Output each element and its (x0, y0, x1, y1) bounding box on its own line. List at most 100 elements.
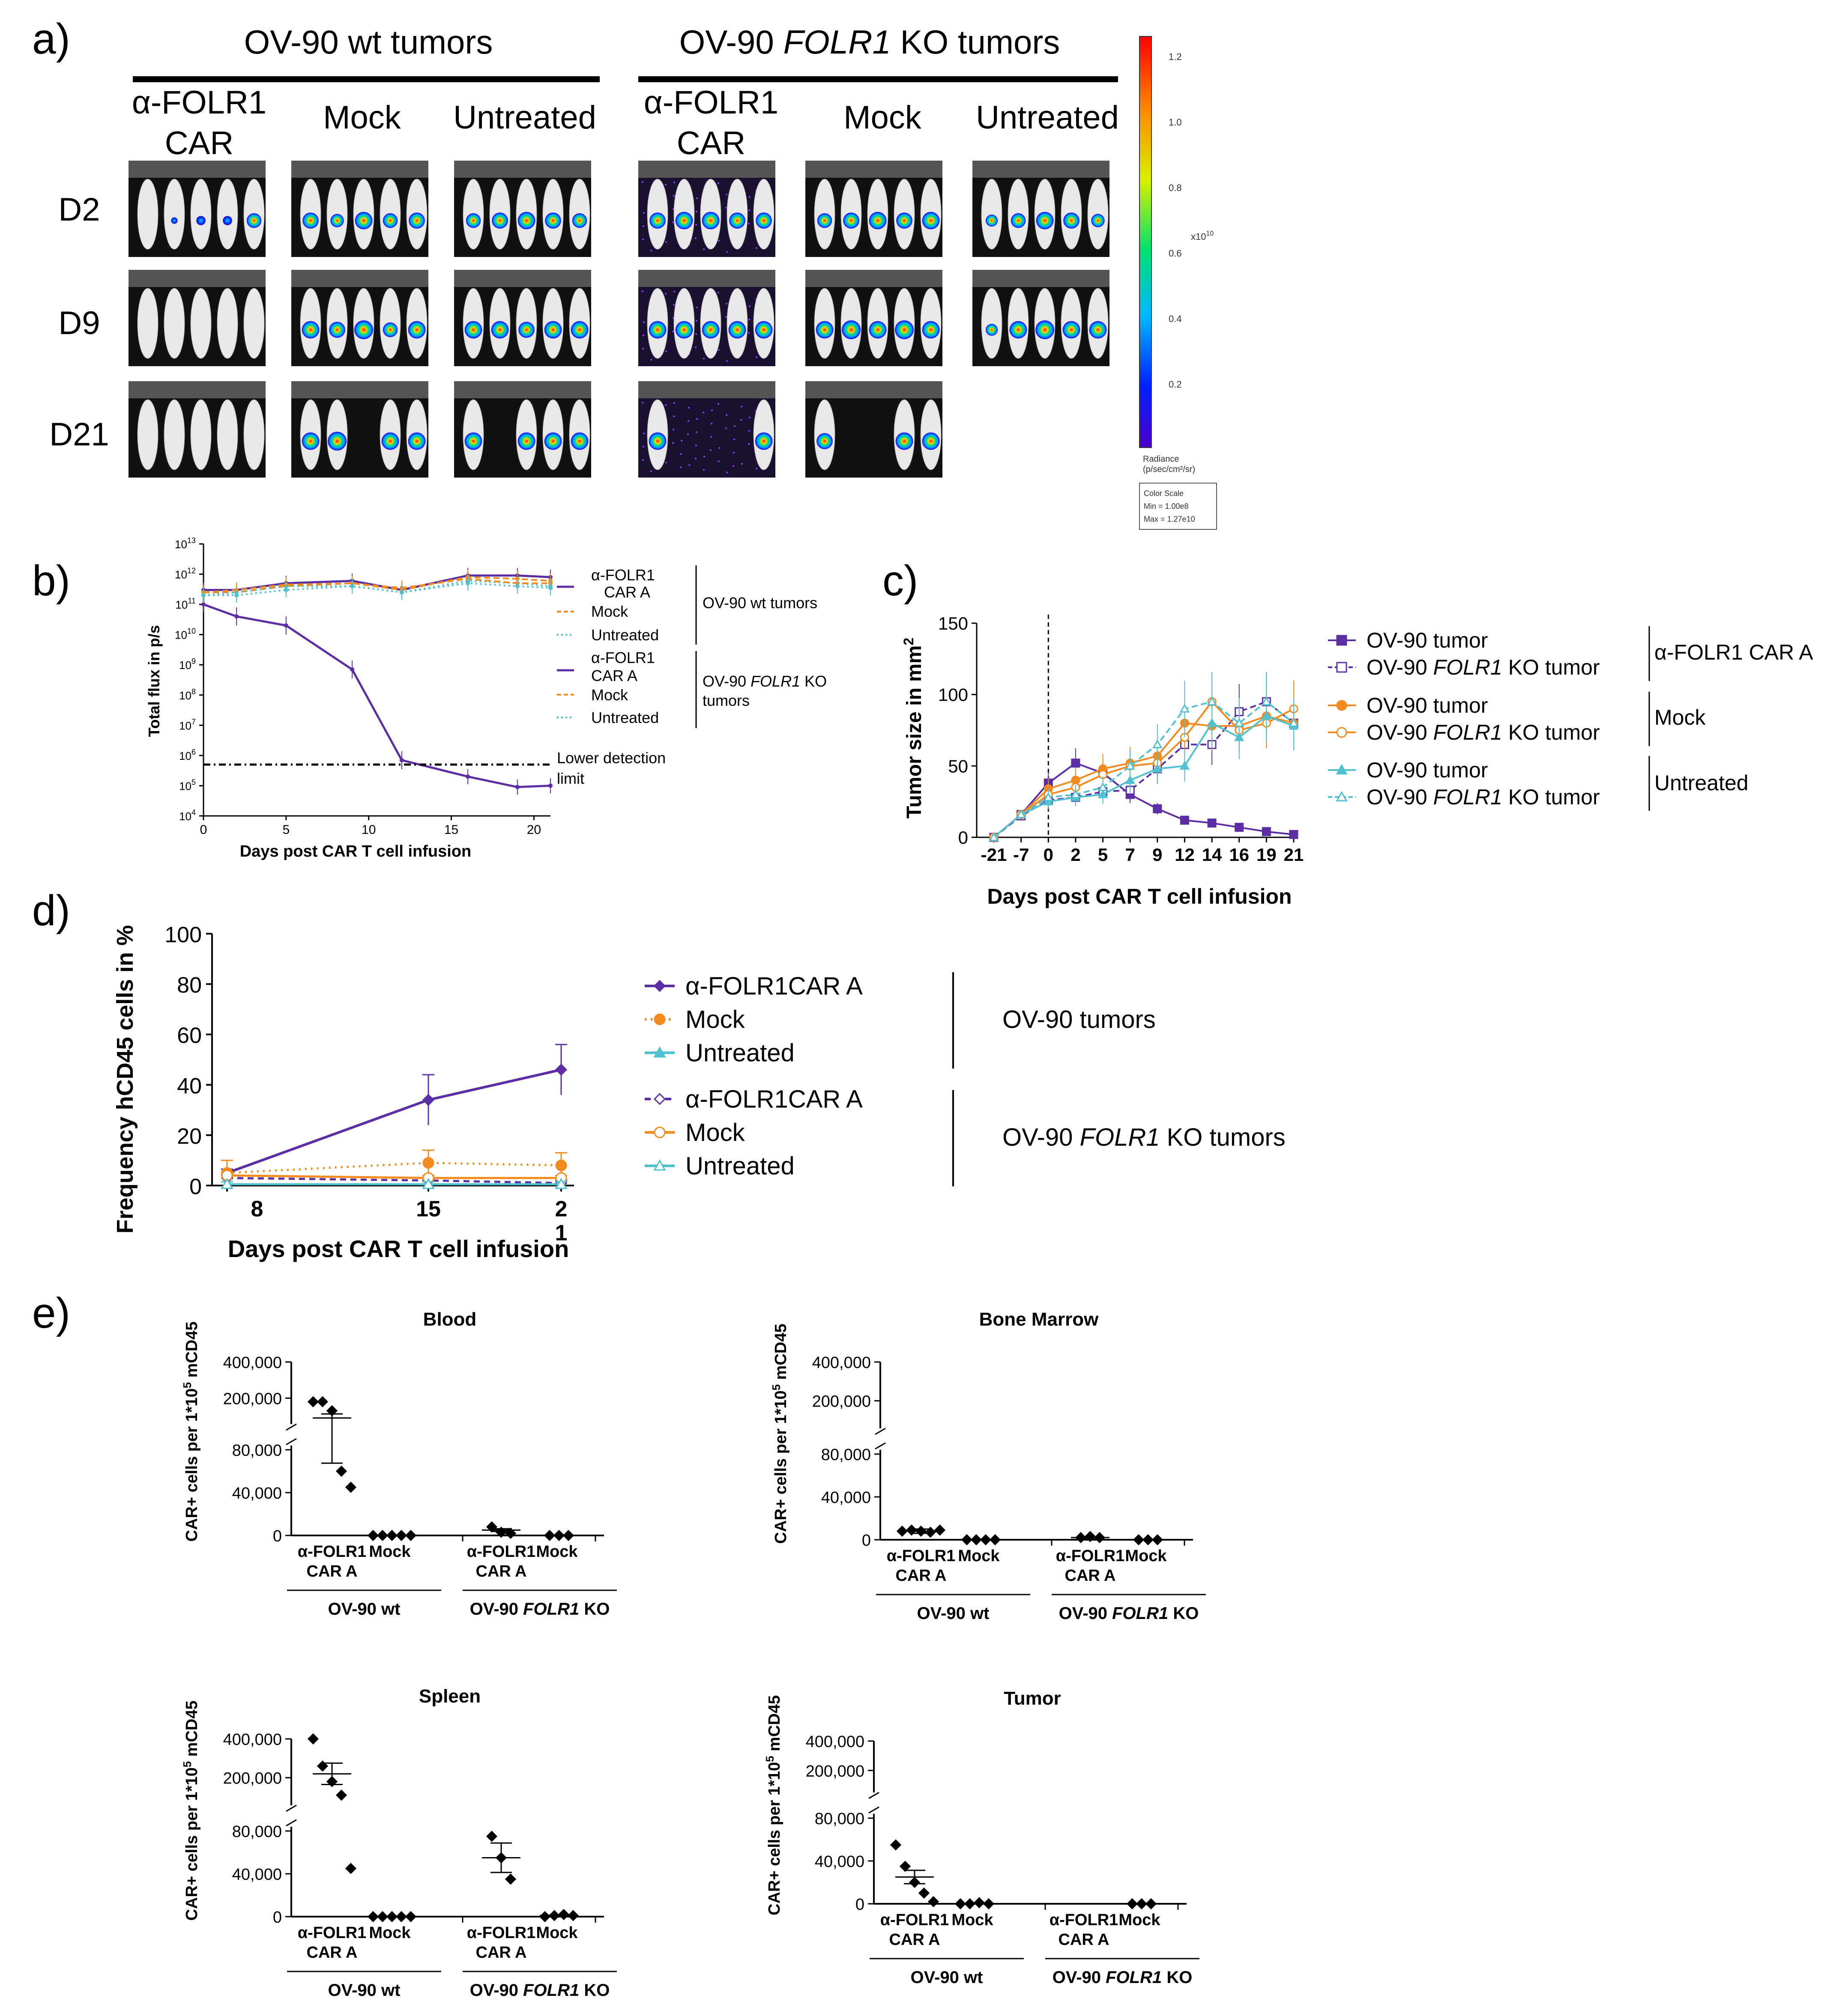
series-line (993, 715, 1294, 838)
column-headers: α-FOLR1 CAR Mock Untreated α-FOLR1 CAR M… (132, 84, 1119, 161)
background-speckle (650, 359, 652, 361)
x-tick-label: 15 (416, 1197, 441, 1222)
luminescence-spot (196, 216, 206, 225)
data-point (234, 614, 239, 619)
panel-d: d) 0 20 40 60 80 100 8 15 21 Frequency hCD45 cel… (32, 887, 1286, 1262)
background-speckle (643, 321, 645, 323)
radiance-label: Radiance (1143, 454, 1179, 464)
background-speckle (642, 239, 644, 240)
radiance-units: (p/sec/cm²/sr) (1143, 465, 1195, 474)
luminescence-spot (1035, 320, 1054, 339)
background-speckle (733, 439, 735, 440)
ko-group-title: OV-90 FOLR1 KO tumors (679, 23, 1060, 61)
luminescence-spot (408, 321, 426, 339)
category-label: Mock (1118, 1911, 1160, 1929)
background-speckle (696, 431, 697, 433)
color-scale-max: Max = 1.27e10 (1144, 515, 1195, 523)
background-speckle (672, 221, 674, 223)
luminescence-spot (895, 432, 913, 450)
x-tick-label: 0 (1044, 845, 1053, 865)
luminescence-spot (572, 213, 587, 228)
legend-group-wt: OV-90 wt tumors (703, 594, 817, 612)
data-point (1262, 827, 1271, 836)
mouse (190, 399, 212, 470)
data-point (1153, 804, 1162, 813)
axis-break (286, 1819, 297, 1827)
legend-ko-untreated: OV-90 FOLR1 KO tumor (1367, 785, 1600, 809)
background-speckle (748, 430, 750, 432)
image-header (805, 161, 942, 178)
panel-a-label: a) (32, 15, 70, 63)
image-header (972, 161, 1109, 178)
background-speckle (711, 409, 713, 411)
background-speckle (695, 346, 697, 348)
background-speckle (756, 468, 757, 469)
row-label-d21: D21 (49, 416, 109, 453)
panel-b-legend: α-FOLR1 CAR A Mock Untreated OV-90 wt tu… (557, 565, 827, 787)
background-speckle (726, 251, 728, 253)
image-header (638, 270, 775, 287)
y-tick-label: 200,000 (223, 1390, 282, 1408)
group-label: OV-90 FOLR1 KO (1053, 1968, 1193, 1987)
x-tick-label: 12 (1175, 845, 1195, 865)
col-car-line1: α-FOLR1 (132, 84, 266, 121)
data-point (1179, 761, 1190, 770)
legend-wt-car: OV-90 tumor (1367, 628, 1488, 652)
luminescence-spot (408, 432, 426, 450)
background-speckle (726, 360, 728, 362)
series-line (993, 700, 1294, 838)
subplot-bone-marrow: Bone Marrow CAR+ cells per 1*105 mCD45 0 40… (770, 1309, 1206, 1623)
group-label: OV-90 FOLR1 KO (1059, 1604, 1199, 1623)
y-tick-label: 40,000 (232, 1484, 282, 1502)
x-tick-label: 21 (1284, 845, 1304, 865)
y-tick-label: 0 (958, 827, 968, 848)
background-speckle (642, 290, 643, 292)
axis-break (286, 1423, 297, 1431)
col-car-ko-line1: α-FOLR1 (644, 84, 778, 121)
data-point (284, 588, 288, 592)
series-line (203, 603, 551, 788)
background-speckle (642, 459, 644, 461)
background-speckle (673, 402, 675, 404)
x-tick-label: 14 (1202, 845, 1222, 865)
luminescence-spot (896, 212, 912, 229)
row-label-d9: D9 (58, 305, 100, 341)
colorbar-tick: 0.8 (1169, 182, 1182, 193)
background-speckle (672, 331, 674, 332)
category-label: α-FOLR1 (467, 1924, 536, 1942)
background-speckle (703, 469, 705, 471)
y-tick-label: 80,000 (232, 1823, 282, 1841)
data-point (486, 1831, 498, 1842)
panel-c-ylabel: Tumor size in mm2 (901, 638, 926, 818)
series-line (993, 762, 1294, 838)
legend-group-mock: Mock (1654, 705, 1706, 729)
luminescence-spot (330, 214, 344, 227)
image-header (129, 270, 266, 287)
image-header (638, 381, 775, 398)
colorbar-ticks: 1.2 1.0 0.8 0.6 0.4 0.2 x1010 (1169, 51, 1214, 390)
luminescence-spot (355, 212, 373, 230)
background-speckle (725, 427, 727, 429)
x-tick-label: 7 (1125, 845, 1135, 865)
mouse (217, 288, 238, 359)
mouse (243, 399, 265, 470)
legend-marker (1336, 700, 1347, 711)
background-speckle (650, 470, 652, 472)
luminescence-spot (571, 432, 589, 450)
luminescence-spot (381, 432, 399, 450)
detection-limit-line2: limit (557, 770, 584, 787)
data-point (335, 1789, 347, 1801)
legend-mock: Mock (591, 603, 628, 620)
row-labels: D2 D9 D21 (49, 191, 109, 453)
image-header (291, 161, 428, 178)
legend-marker (1336, 635, 1347, 646)
mouse (190, 179, 212, 250)
panel-c-legend: OV-90 tumor OV-90 FOLR1 KO tumor OV-90 t… (1328, 626, 1813, 811)
y-tick-label: 0 (862, 1532, 871, 1550)
background-speckle (695, 237, 697, 239)
data-point (1152, 763, 1163, 773)
axis-break (286, 1804, 297, 1812)
axis-break (868, 1792, 879, 1799)
y-tick-label: 400,000 (812, 1354, 871, 1372)
